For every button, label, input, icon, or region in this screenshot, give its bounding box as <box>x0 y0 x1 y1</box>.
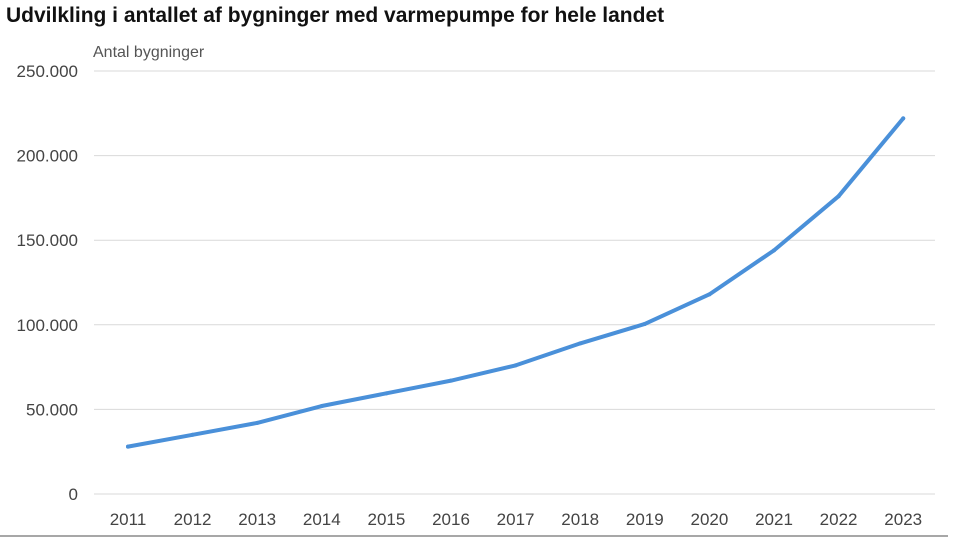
x-tick-label: 2011 <box>110 510 147 529</box>
y-tick-label: 100.000 <box>17 316 78 335</box>
x-tick-label: 2012 <box>174 510 212 529</box>
data-point <box>190 432 195 437</box>
y-tick-labels: 0 50.000 100.000 150.000 200.000 250.000 <box>17 62 78 504</box>
y-tick-label: 250.000 <box>17 62 78 81</box>
x-tick-label: 2023 <box>884 510 922 529</box>
x-tick-label: 2018 <box>561 510 599 529</box>
x-tick-label: 2013 <box>238 510 276 529</box>
x-tick-label: 2014 <box>303 510 341 529</box>
data-point <box>707 292 712 297</box>
data-point <box>126 444 130 449</box>
y-tick-label: 50.000 <box>26 400 78 419</box>
data-point <box>836 194 841 199</box>
y-tick-label: 150.000 <box>17 231 78 250</box>
y-tick-label: 0 <box>69 485 78 504</box>
gridlines <box>94 70 935 495</box>
chart-title: Udvilkling i antallet af bygninger med v… <box>6 4 665 27</box>
data-point <box>642 321 647 326</box>
series-layer <box>126 116 906 449</box>
y-axis-label: Antal bygninger <box>93 44 205 61</box>
x-tick-label: 2019 <box>626 510 664 529</box>
x-tick-label: 2017 <box>497 510 535 529</box>
data-point <box>384 391 389 396</box>
x-tick-label: 2015 <box>367 510 405 529</box>
data-point <box>578 341 583 346</box>
data-point <box>319 404 324 409</box>
data-point <box>901 116 906 121</box>
data-point <box>255 420 260 425</box>
y-tick-label: 200.000 <box>17 147 78 166</box>
data-point <box>449 378 453 383</box>
x-tick-label: 2020 <box>690 510 728 529</box>
series-line <box>126 116 906 449</box>
data-point <box>513 363 518 368</box>
x-tick-label: 2016 <box>432 510 470 529</box>
x-tick-labels: 2011 2012 2013 2014 2015 2016 2017 2018 2019 2020… <box>110 510 922 529</box>
data-point <box>772 248 776 253</box>
x-tick-label: 2022 <box>820 510 858 529</box>
x-tick-label: 2021 <box>755 510 793 529</box>
